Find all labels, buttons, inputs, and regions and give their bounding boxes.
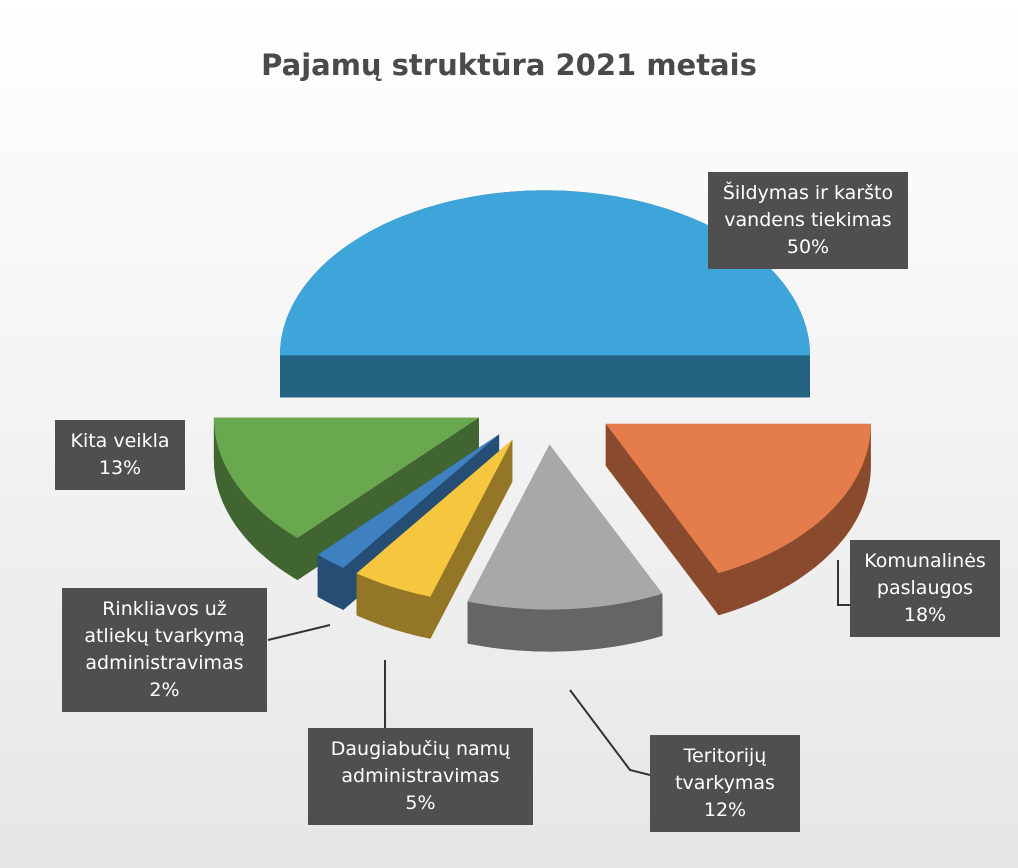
slice-side [356, 573, 431, 639]
data-label: Šildymas ir karšto vandens tiekimas 50% [708, 172, 908, 269]
leader-line [837, 560, 850, 606]
label-value: 50% [786, 236, 830, 258]
label-value: 18% [903, 604, 947, 626]
data-label: Teritorijų tvarkymas 12% [650, 735, 800, 832]
label-value: 13% [98, 457, 142, 479]
label-name: Komunalinės paslaugos [864, 550, 986, 599]
slice [317, 434, 500, 568]
slice-side [545, 355, 810, 398]
data-label: Komunalinės paslaugos 18% [850, 540, 1000, 637]
slice-side [718, 423, 871, 616]
slice-side [213, 417, 298, 580]
slice-side [317, 554, 344, 610]
slice-side [605, 423, 719, 616]
label-name: Teritorijų tvarkymas [675, 745, 775, 794]
slice [605, 423, 871, 574]
label-value: 12% [703, 799, 747, 821]
data-label: Kita veikla 13% [55, 420, 185, 490]
slices [213, 190, 871, 652]
label-value: 5% [405, 792, 436, 814]
label-name: Kita veikla [70, 430, 170, 452]
label-value: 2% [149, 679, 180, 701]
slice-side [317, 434, 500, 597]
slice [213, 417, 479, 538]
slice-side [280, 355, 545, 398]
data-label: Daugiabučių namų administravimas 5% [308, 728, 533, 825]
leader-line [267, 624, 331, 641]
label-name: Šildymas ir karšto vandens tiekimas [722, 182, 894, 231]
data-label: Rinkliavos už atliekų tvarkymą administr… [62, 588, 267, 712]
chart-title: Pajamų struktūra 2021 metais [261, 48, 757, 82]
slice-side [467, 593, 663, 652]
label-name: Daugiabučių namų administravimas [330, 738, 511, 787]
slice [280, 190, 810, 356]
slice [467, 444, 663, 610]
slice [356, 439, 513, 597]
label-name: Rinkliavos už atliekų tvarkymą administr… [84, 598, 245, 674]
leader-line [569, 689, 651, 776]
